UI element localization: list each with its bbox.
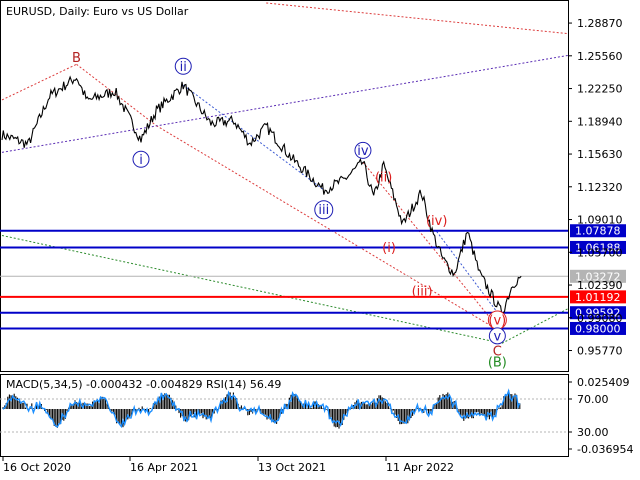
indicator-layer: 0.025409 70.00 30.00 -0.036954	[0, 376, 633, 456]
wave-label: (iv)	[426, 214, 447, 229]
indicator-tick-label: 30.00	[577, 426, 609, 439]
level-label-box	[570, 240, 626, 254]
y-tick-label: 1.25560	[577, 50, 623, 63]
y-tick-label: 1.09010	[577, 214, 623, 227]
y-tick-label: 1.02390	[577, 279, 623, 292]
wave-label: (v)	[488, 314, 506, 329]
indicator-tick-label: -0.036954	[577, 443, 633, 456]
green-dotted-line	[1, 234, 503, 344]
wave-label: iv	[357, 144, 369, 159]
x-tick-label: 16 Oct 2020	[3, 461, 71, 474]
price-series-layer	[1, 75, 522, 318]
wave-label: ii	[180, 60, 187, 75]
chart-title-symbol: EURUSD, Daily:	[6, 5, 90, 18]
y-tick-label: 1.22250	[577, 83, 623, 96]
level-label: 0.98000	[575, 322, 621, 335]
level-label-box	[570, 269, 626, 283]
indicator-frame	[0, 374, 569, 457]
y-tick-label: 1.18940	[577, 115, 623, 128]
wave-label: (B)	[488, 356, 507, 371]
horizontal-levels-layer	[0, 229, 568, 330]
y-tick-label: 1.28870	[577, 17, 623, 30]
trend-lines-layer	[1, 2, 569, 344]
blue-dotted-line	[436, 231, 503, 319]
level-label: 1.07878	[575, 225, 621, 238]
wave-label-circle	[174, 57, 192, 75]
y-tick-label: 1.12320	[577, 181, 623, 194]
purple-dotted-line	[1, 54, 569, 153]
x-axis: 16 Oct 2020 16 Apr 2021 13 Oct 2021 11 Apr …	[2, 456, 454, 474]
red-dotted-line	[1, 63, 77, 101]
indicator-tick-label: 70.00	[577, 393, 609, 406]
wave-label: i	[139, 153, 143, 168]
price-line	[1, 75, 522, 318]
level-label: 0.99592	[575, 307, 621, 320]
wave-label-circle	[354, 141, 372, 159]
wave-label: B	[72, 51, 81, 66]
wave-label: v	[493, 329, 501, 344]
y-tick-label: 0.95770	[577, 345, 623, 358]
indicator-tick-label: 0.025409	[577, 376, 630, 389]
y-tick-label: 1.05700	[577, 246, 623, 259]
main-chart-frame	[0, 0, 569, 372]
chart-title-description: Euro vs US Dollar	[93, 5, 189, 18]
level-label: 1.01192	[575, 291, 621, 304]
wave-label: C	[493, 345, 502, 360]
wave-label-circle	[132, 150, 150, 168]
indicator-title: MACD(5,34,5) -0.000432 -0.004829 RSI(14)…	[6, 378, 281, 391]
level-label: 1.06188	[575, 241, 621, 254]
wave-label-circle	[314, 200, 334, 220]
wave-label: (ii)	[375, 171, 392, 186]
y-tick-label: 0.99080	[577, 312, 623, 325]
x-tick-label: 16 Apr 2021	[130, 461, 198, 474]
level-label-box	[570, 306, 626, 320]
wave-label: (i)	[382, 241, 396, 256]
y-tick-label: 1.15630	[577, 148, 623, 161]
red-dotted-line	[156, 125, 503, 333]
wave-label-circle	[488, 327, 506, 345]
blue-dotted-line	[182, 84, 325, 191]
level-label-box	[570, 321, 626, 335]
wave-label: iii	[318, 203, 329, 218]
level-label-box	[570, 290, 626, 304]
x-tick-label: 11 Apr 2022	[386, 461, 454, 474]
price-y-axis: 1.07878 1.06188 1.03272 1.01192 0.99592 0.980…	[568, 17, 626, 358]
x-tick-label: 13 Oct 2021	[258, 461, 326, 474]
level-label: 1.03272	[575, 270, 621, 283]
red-dotted-line-top	[266, 2, 569, 35]
rsi-line	[2, 388, 521, 429]
level-label-box	[570, 224, 626, 238]
wave-label: (iii)	[412, 284, 433, 299]
red-dotted-line	[76, 63, 157, 127]
green-dotted-line-rise	[501, 308, 569, 344]
